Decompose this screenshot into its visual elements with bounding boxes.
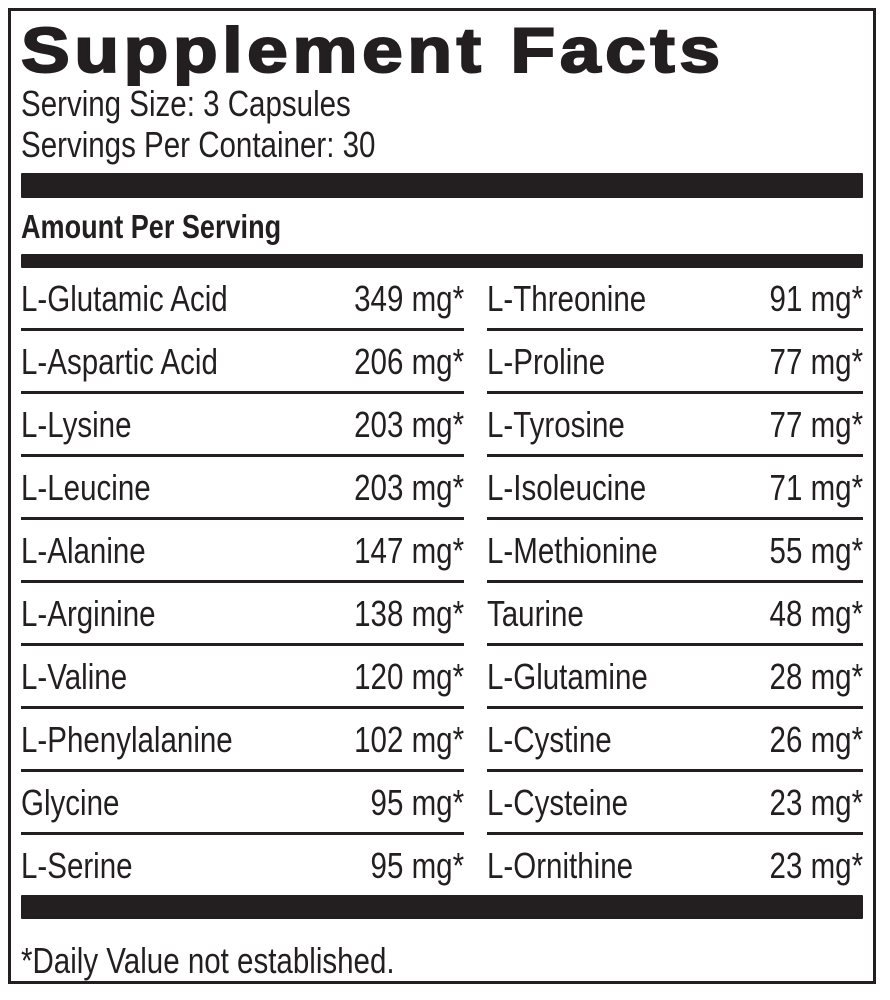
divider-bar-top (21, 173, 863, 198)
ingredient-name: L-Glutamine (487, 656, 649, 697)
divider-bar-bottom (21, 895, 863, 919)
table-row: L-Ornithine 23 mg* (487, 835, 863, 895)
ingredient-amount: 77 mg* (769, 404, 863, 445)
supplement-facts-title: Supplement Facts (20, 16, 725, 86)
table-row: L-Aspartic Acid 206 mg* (21, 331, 464, 394)
ingredients-table: L-Glutamic Acid 349 mg* L-Aspartic Acid 206… (21, 268, 863, 895)
ingredient-name: L-Phenylalanine (21, 719, 233, 760)
ingredient-amount: 23 mg* (769, 845, 863, 886)
ingredient-name: L-Ornithine (487, 845, 634, 886)
ingredient-amount: 95 mg* (370, 845, 464, 886)
amount-per-serving-text: Amount Per Serving (21, 208, 282, 245)
ingredient-name: L-Threonine (487, 278, 647, 319)
ingredient-amount: 120 mg* (353, 656, 464, 697)
ingredient-amount: 349 mg* (353, 278, 464, 319)
table-row: L-Leucine 203 mg* (21, 457, 464, 520)
ingredient-name: Taurine (487, 593, 585, 634)
ingredients-column-right: L-Threonine 91 mg* L-Proline 77 mg* L-Tyrosi… (487, 268, 863, 895)
ingredient-amount: 48 mg* (769, 593, 863, 634)
table-row: L-Arginine 138 mg* (21, 583, 464, 646)
table-row: L-Threonine 91 mg* (487, 268, 863, 331)
ingredient-amount: 206 mg* (353, 341, 464, 382)
table-row: L-Proline 77 mg* (487, 331, 863, 394)
ingredient-name: L-Proline (487, 341, 606, 382)
ingredients-column-left: L-Glutamic Acid 349 mg* L-Aspartic Acid 206… (21, 268, 464, 895)
ingredient-amount: 55 mg* (769, 530, 863, 571)
ingredient-name: L-Methionine (487, 530, 659, 571)
ingredient-amount: 77 mg* (769, 341, 863, 382)
ingredient-amount: 203 mg* (353, 404, 464, 445)
table-row: L-Valine 120 mg* (21, 646, 464, 709)
serving-size-text: Serving Size: 3 Capsules (21, 83, 351, 124)
ingredient-name: L-Arginine (21, 593, 156, 634)
table-row: L-Lysine 203 mg* (21, 394, 464, 457)
ingredient-amount: 147 mg* (353, 530, 464, 571)
ingredient-name: L-Isoleucine (487, 467, 647, 508)
ingredient-name: L-Tyrosine (487, 404, 626, 445)
ingredient-name: L-Cysteine (487, 782, 629, 823)
table-row: L-Cysteine 23 mg* (487, 772, 863, 835)
ingredient-name: L-Glutamic Acid (21, 278, 228, 319)
table-row: L-Alanine 147 mg* (21, 520, 464, 583)
table-row: Glycine 95 mg* (21, 772, 464, 835)
ingredient-amount: 102 mg* (353, 719, 464, 760)
table-row: L-Serine 95 mg* (21, 835, 464, 895)
ingredient-name: L-Cystine (487, 719, 613, 760)
ingredient-name: L-Alanine (21, 530, 146, 571)
ingredient-name: L-Valine (21, 656, 128, 697)
daily-value-footnote-text: *Daily Value not established. (21, 940, 395, 981)
ingredient-amount: 26 mg* (769, 719, 863, 760)
serving-size-line: Serving Size: 3 Capsules (21, 83, 863, 124)
ingredient-amount: 95 mg* (370, 782, 464, 823)
daily-value-footnote-line: *Daily Value not established. (21, 919, 863, 981)
ingredient-amount: 28 mg* (769, 656, 863, 697)
ingredient-amount: 203 mg* (353, 467, 464, 508)
ingredient-amount: 91 mg* (769, 278, 863, 319)
table-row: L-Cystine 26 mg* (487, 709, 863, 772)
ingredient-name: L-Serine (21, 845, 133, 886)
servings-per-container-text: Servings Per Container: 30 (21, 124, 376, 165)
divider-bar-middle (21, 254, 863, 268)
table-row: L-Methionine 55 mg* (487, 520, 863, 583)
table-row: L-Tyrosine 77 mg* (487, 394, 863, 457)
ingredient-amount: 71 mg* (769, 467, 863, 508)
supplement-facts-label: Supplement Facts Serving Size: 3 Capsule… (8, 8, 876, 984)
servings-per-container-line: Servings Per Container: 30 (21, 124, 863, 165)
ingredient-name: L-Aspartic Acid (21, 341, 218, 382)
table-row: Taurine 48 mg* (487, 583, 863, 646)
table-row: L-Phenylalanine 102 mg* (21, 709, 464, 772)
ingredient-name: L-Leucine (21, 467, 151, 508)
ingredient-name: Glycine (21, 782, 120, 823)
table-row: L-Isoleucine 71 mg* (487, 457, 863, 520)
table-row: L-Glutamic Acid 349 mg* (21, 268, 464, 331)
ingredient-amount: 138 mg* (353, 593, 464, 634)
ingredient-amount: 23 mg* (769, 782, 863, 823)
ingredient-name: L-Lysine (21, 404, 132, 445)
table-row: L-Glutamine 28 mg* (487, 646, 863, 709)
amount-per-serving-heading: Amount Per Serving (21, 198, 863, 254)
